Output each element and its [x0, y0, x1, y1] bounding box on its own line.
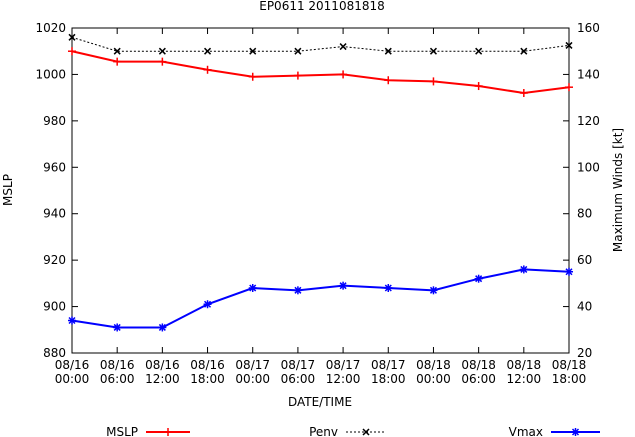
y-tick-label: 880 — [43, 346, 66, 360]
data-point-penv — [520, 47, 528, 55]
legend-marker-penv — [362, 428, 370, 436]
data-point-penv — [204, 47, 212, 55]
x-tick-label-date: 08/17 — [235, 358, 270, 372]
data-point-penv — [113, 47, 121, 55]
data-point-vmax — [158, 323, 166, 331]
x-tick-label-date: 08/18 — [507, 358, 542, 372]
data-point-penv — [158, 47, 166, 55]
y-tick-label: 900 — [43, 300, 66, 314]
x-tick-label-date: 08/16 — [100, 358, 135, 372]
data-point-vmax — [475, 275, 483, 283]
y-tick-label: 920 — [43, 253, 66, 267]
plot-frame — [71, 27, 570, 354]
data-point-vmax — [520, 265, 528, 273]
data-point-vmax — [384, 284, 392, 292]
y2-tick-label: 160 — [577, 21, 600, 35]
x-tick-label-time: 18:00 — [552, 372, 587, 386]
legend-marker-vmax — [571, 428, 580, 436]
x-tick-label-time: 00:00 — [235, 372, 270, 386]
x-tick-label-time: 00:00 — [55, 372, 90, 386]
x-tick-label-time: 12:00 — [507, 372, 542, 386]
legend-label-vmax: Vmax — [509, 425, 543, 437]
data-point-penv — [475, 47, 483, 55]
y2-tick-label: 40 — [577, 300, 592, 314]
y-tick-label: 1000 — [35, 67, 66, 81]
y-tick-label: 940 — [43, 207, 66, 221]
y2-axis-label: Maximum Winds [kt] — [611, 128, 625, 252]
y-axis-label: MSLP — [1, 174, 15, 206]
series-line-penv — [71, 36, 570, 52]
y-tick-label: 1020 — [35, 21, 66, 35]
data-point-vmax — [339, 282, 347, 290]
y-axis-left: 880 900 920 940 960 980 1000 1020 — [35, 21, 569, 360]
x-tick-label-time: 06:00 — [461, 372, 496, 386]
y2-tick-label: 100 — [577, 160, 600, 174]
x-tick-label-date: 08/18 — [461, 358, 496, 372]
x-tick-label-date: 08/17 — [371, 358, 406, 372]
x-axis: 08/1600:0008/1606:0008/1612:0008/1618:00… — [55, 28, 587, 386]
x-tick-label-time: 18:00 — [371, 372, 406, 386]
data-point-vmax — [294, 286, 302, 294]
x-tick-label-date: 08/16 — [145, 358, 180, 372]
data-point-penv — [384, 47, 392, 55]
data-point-vmax — [113, 323, 121, 331]
x-tick-label-time: 00:00 — [416, 372, 451, 386]
data-point-vmax — [565, 268, 573, 276]
x-tick-label-date: 08/16 — [55, 358, 90, 372]
x-tick-label-date: 08/18 — [416, 358, 451, 372]
data-point-vmax — [429, 286, 437, 294]
x-tick-label-date: 08/18 — [552, 358, 587, 372]
y-tick-label: 960 — [43, 160, 66, 174]
y2-tick-label: 140 — [577, 67, 600, 81]
series-line-mslp — [71, 50, 570, 95]
data-point-penv — [429, 47, 437, 55]
y-axis-right: 20 40 60 80 100 120 140 160 — [577, 21, 600, 360]
data-point-penv — [294, 47, 302, 55]
x-tick-label-time: 06:00 — [100, 372, 135, 386]
y2-tick-label: 120 — [577, 114, 600, 128]
x-tick-label-date: 08/17 — [326, 358, 361, 372]
x-tick-label-time: 12:00 — [326, 372, 361, 386]
legend: MSLP Penv Vmax — [106, 425, 600, 437]
data-point-vmax — [249, 284, 257, 292]
x-tick-label-time: 18:00 — [190, 372, 225, 386]
data-point-penv — [565, 41, 573, 49]
data-point-penv — [339, 43, 347, 51]
data-point-penv — [249, 47, 257, 55]
series-layer — [68, 33, 573, 332]
x-tick-label-date: 08/17 — [281, 358, 316, 372]
x-tick-label-time: 06:00 — [281, 372, 316, 386]
y2-tick-label: 20 — [577, 346, 592, 360]
legend-label-penv: Penv — [309, 425, 338, 437]
series-line-vmax — [71, 268, 570, 329]
y2-tick-label: 80 — [577, 207, 592, 221]
data-point-vmax — [204, 300, 212, 308]
x-axis-label: DATE/TIME — [288, 395, 352, 409]
y-tick-label: 980 — [43, 114, 66, 128]
x-tick-label-time: 12:00 — [145, 372, 180, 386]
data-point-vmax — [68, 316, 76, 325]
legend-label-mslp: MSLP — [106, 425, 138, 437]
x-tick-label-date: 08/16 — [190, 358, 225, 372]
y2-tick-label: 60 — [577, 253, 592, 267]
data-point-penv — [68, 33, 76, 41]
chart-title: EP0611 2011081818 — [259, 0, 385, 13]
